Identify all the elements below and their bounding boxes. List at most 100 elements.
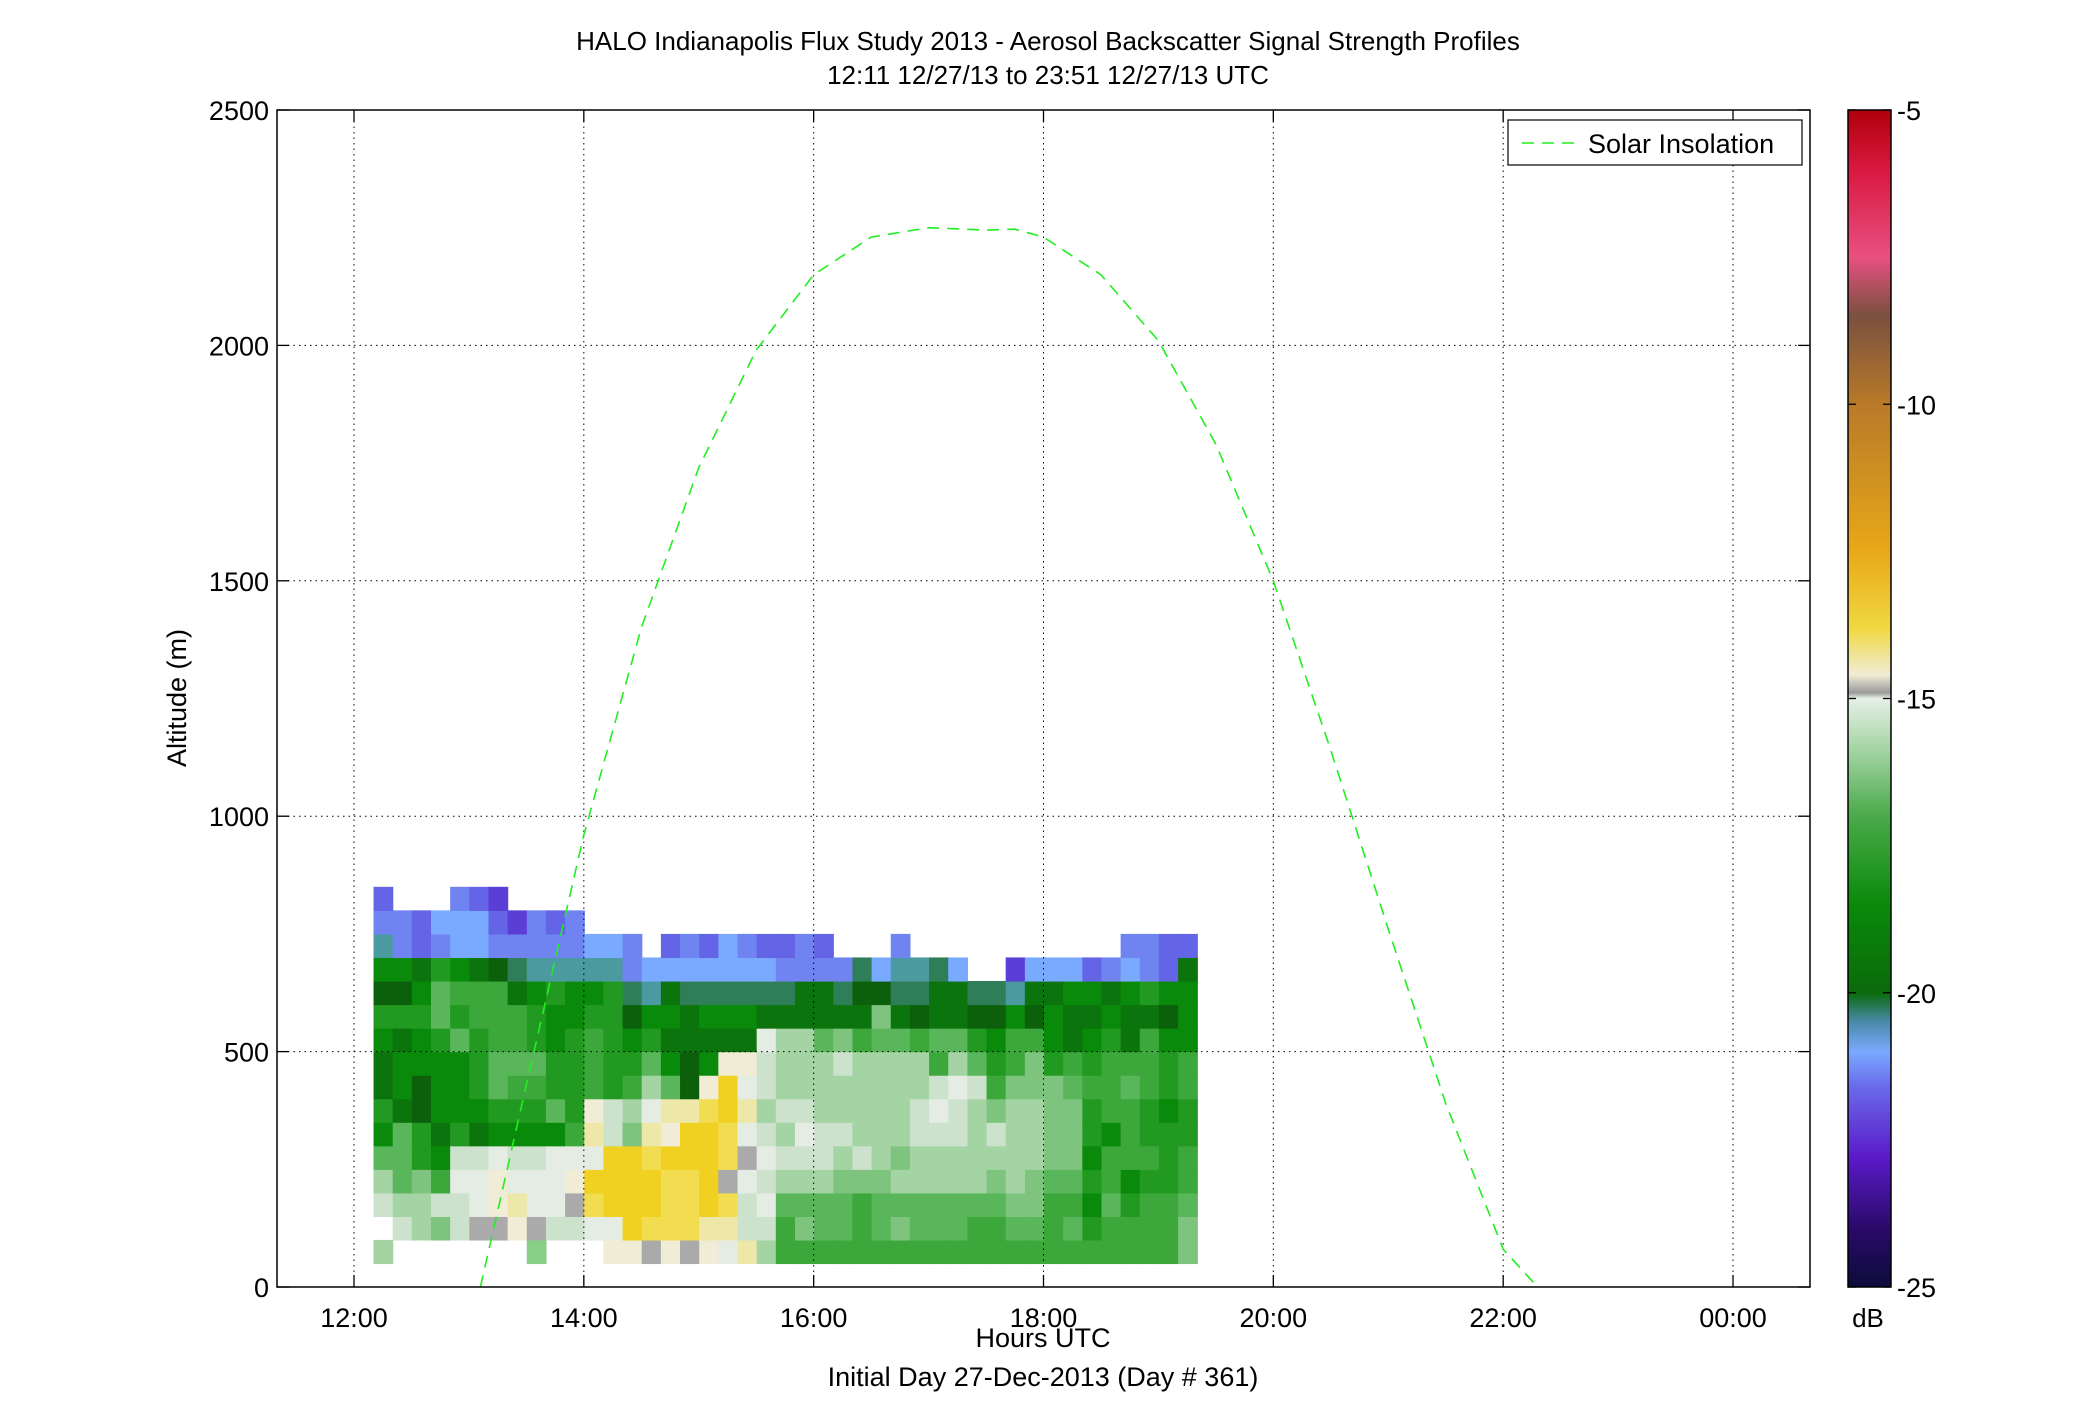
chart-subtitle: 12:11 12/27/13 to 23:51 12/27/13 UTC bbox=[827, 60, 1269, 90]
heatmap-cell bbox=[699, 1192, 719, 1217]
heatmap-cell bbox=[545, 1098, 566, 1123]
heatmap-cell bbox=[1101, 1122, 1122, 1147]
heatmap-cell bbox=[852, 980, 873, 1006]
heatmap-cell bbox=[1158, 1145, 1179, 1170]
heatmap-cell bbox=[565, 1098, 585, 1123]
heatmap-cell bbox=[488, 1122, 509, 1147]
heatmap-cell bbox=[660, 1004, 681, 1029]
heatmap-cell bbox=[948, 1239, 968, 1265]
heatmap-cell bbox=[450, 933, 470, 959]
heatmap-cell bbox=[775, 1004, 796, 1029]
heatmap-cell bbox=[526, 980, 547, 1006]
heatmap-cell bbox=[680, 1098, 700, 1123]
heatmap-cell bbox=[431, 1004, 451, 1029]
heatmap-cell bbox=[1044, 1122, 1064, 1147]
heatmap-cell bbox=[1178, 933, 1198, 959]
heatmap-cell bbox=[431, 1028, 451, 1053]
heatmap-cell bbox=[1005, 1051, 1026, 1076]
heatmap-cell bbox=[469, 1122, 490, 1147]
heatmap-cell bbox=[890, 957, 911, 982]
heatmap-cell bbox=[1158, 1122, 1179, 1147]
heatmap-cell bbox=[1063, 1122, 1083, 1147]
heatmap-cell bbox=[392, 957, 413, 982]
heatmap-cell bbox=[756, 1169, 777, 1194]
heatmap-cell bbox=[450, 1004, 470, 1029]
heatmap-cell bbox=[488, 910, 509, 935]
heatmap-cell bbox=[929, 1028, 949, 1053]
heatmap-cell bbox=[794, 1028, 815, 1053]
heatmap-cell bbox=[488, 1051, 509, 1076]
heatmap-cell bbox=[660, 1098, 681, 1123]
heatmap-cell bbox=[737, 1098, 758, 1123]
heatmap-cell bbox=[699, 1145, 719, 1170]
heatmap-cell bbox=[373, 1028, 394, 1053]
heatmap-cell bbox=[1044, 1051, 1064, 1076]
heatmap-cell bbox=[794, 1075, 815, 1100]
heatmap-cell bbox=[1120, 1169, 1141, 1194]
heatmap-cell bbox=[1082, 957, 1103, 982]
heatmap-cell bbox=[737, 1216, 758, 1241]
heatmap-cell bbox=[622, 1145, 643, 1170]
heatmap-cell bbox=[603, 1075, 624, 1100]
heatmap-cell bbox=[526, 1098, 547, 1123]
heatmap-cell bbox=[833, 1216, 854, 1241]
heatmap-cell bbox=[814, 1075, 834, 1100]
heatmap-cell bbox=[833, 980, 854, 1006]
heatmap-cell bbox=[814, 1216, 834, 1241]
heatmap-cell bbox=[1024, 1192, 1045, 1217]
heatmap-cell bbox=[814, 957, 834, 982]
heatmap-cell bbox=[909, 1216, 930, 1241]
heatmap-cell bbox=[794, 1051, 815, 1076]
heatmap-cell bbox=[603, 1051, 624, 1076]
heatmap-cell bbox=[660, 1028, 681, 1053]
heatmap-cell bbox=[833, 1051, 854, 1076]
heatmap-cell bbox=[1139, 1028, 1160, 1053]
heatmap-cell bbox=[1024, 1004, 1045, 1029]
heatmap-cell bbox=[584, 1145, 605, 1170]
heatmap-cell bbox=[1101, 1004, 1122, 1029]
heatmap-cell bbox=[411, 1145, 432, 1170]
heatmap-cell bbox=[737, 1169, 758, 1194]
heatmap-cell bbox=[431, 933, 451, 959]
heatmap-cell bbox=[1139, 1051, 1160, 1076]
heatmap-cell bbox=[967, 1004, 988, 1029]
heatmap-cell bbox=[641, 1098, 662, 1123]
heatmap-cell bbox=[1082, 1145, 1103, 1170]
heatmap-cell bbox=[1120, 1216, 1141, 1241]
heatmap-cell bbox=[680, 1239, 700, 1265]
heatmap-cell bbox=[641, 1145, 662, 1170]
heatmap-cell bbox=[431, 1122, 451, 1147]
heatmap-cell bbox=[775, 1239, 796, 1265]
heatmap-cell bbox=[756, 1216, 777, 1241]
heatmap-cell bbox=[699, 1075, 719, 1100]
heatmap-cell bbox=[737, 1122, 758, 1147]
heatmap-cell bbox=[794, 933, 815, 959]
heatmap-cell bbox=[1120, 1075, 1141, 1100]
heatmap-cell bbox=[718, 1004, 739, 1029]
heatmap-cell bbox=[1178, 980, 1198, 1006]
y-tick-label: 500 bbox=[224, 1038, 269, 1068]
heatmap-cell bbox=[526, 1239, 547, 1265]
heatmap-cell bbox=[699, 1239, 719, 1265]
heatmap-cell bbox=[545, 1216, 566, 1241]
heatmap-cell bbox=[986, 1075, 1007, 1100]
heatmap-cell bbox=[411, 910, 432, 935]
heatmap-cell bbox=[622, 1028, 643, 1053]
heatmap-cell bbox=[929, 1169, 949, 1194]
heatmap-cell bbox=[450, 1216, 470, 1241]
heatmap-cell bbox=[1024, 1028, 1045, 1053]
heatmap-cell bbox=[392, 1098, 413, 1123]
heatmap-cell bbox=[1139, 1122, 1160, 1147]
heatmap-cell bbox=[890, 1051, 911, 1076]
heatmap-cell bbox=[794, 1098, 815, 1123]
heatmap-cell bbox=[603, 1169, 624, 1194]
heatmap-cell bbox=[1158, 933, 1179, 959]
heatmap-cell bbox=[1044, 1239, 1064, 1265]
heatmap-cell bbox=[584, 1169, 605, 1194]
heatmap-cell bbox=[986, 1028, 1007, 1053]
heatmap-cell bbox=[871, 1122, 892, 1147]
heatmap-cell bbox=[411, 1051, 432, 1076]
heatmap-cell bbox=[948, 1075, 968, 1100]
heatmap-cell bbox=[794, 1122, 815, 1147]
heatmap-cell bbox=[411, 933, 432, 959]
